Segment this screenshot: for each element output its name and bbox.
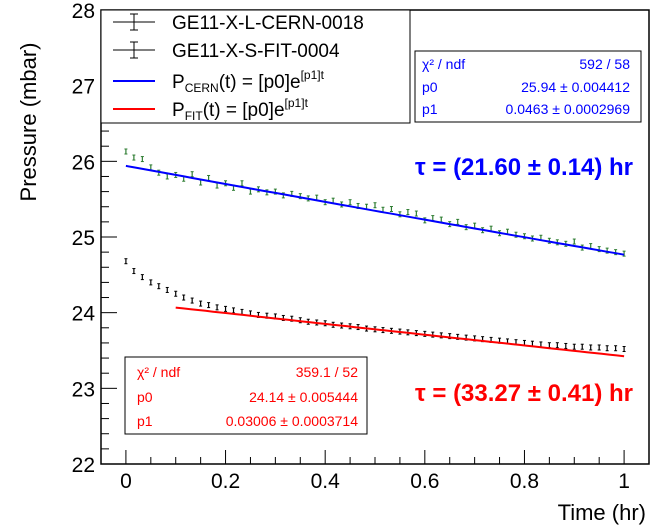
data-point (622, 250, 626, 257)
data-point (157, 283, 161, 290)
data-point (431, 215, 435, 222)
stats-cern-p0-value: 25.94 ± 0.004412 (521, 79, 630, 95)
legend-label-fit-fit: PFIT(t) = [p0]e[p1]t (172, 96, 309, 123)
fit-line-cern (125, 164, 625, 256)
axis-ticks: 0 0.2 0.4 0.6 0.8 1 22 23 24 25 26 27 28 (72, 0, 630, 493)
y-tick-label: 23 (72, 378, 95, 401)
y-tick-label: 26 (72, 151, 95, 174)
data-point (439, 216, 443, 223)
y-tick-label: 25 (72, 227, 95, 250)
data-point (456, 218, 460, 225)
data-point (190, 297, 194, 304)
stats-box-cern: χ² / ndf 592 / 58 p0 25.94 ± 0.004412 p1… (414, 50, 642, 123)
y-tick-label: 27 (72, 76, 95, 99)
data-point (589, 344, 593, 351)
data-point (149, 279, 153, 286)
data-point (622, 345, 626, 352)
data-point (207, 302, 211, 309)
legend-marker-cern (113, 13, 155, 31)
data-point (199, 300, 203, 307)
data-point (580, 343, 584, 350)
x-axis-title: Time (hr) (558, 500, 646, 525)
data-point (373, 202, 377, 209)
stats-fit-p0-label: p0 (137, 389, 153, 405)
data-point (132, 154, 136, 161)
data-point (149, 164, 153, 171)
data-point (572, 238, 576, 245)
y-tick-label: 28 (72, 0, 95, 23)
data-point (140, 274, 144, 281)
data-point (215, 304, 219, 311)
data-point (614, 345, 618, 352)
data-point (165, 286, 169, 293)
data-point (240, 308, 244, 315)
stats-box-fit: χ² / ndf 359.1 / 52 p0 24.14 ± 0.005444 … (124, 356, 368, 435)
stats-fit-p1-value: 0.03006 ± 0.0003714 (226, 413, 358, 429)
stats-fit-chi2-label: χ² / ndf (137, 364, 180, 380)
data-point (406, 209, 410, 216)
stats-cern-chi2-label: χ² / ndf (422, 56, 465, 72)
x-tick-label: 0.4 (311, 470, 341, 493)
data-point (564, 342, 568, 349)
stats-fit-p0-value: 24.14 ± 0.005444 (249, 389, 358, 405)
stats-cern-chi2-value: 592 / 58 (579, 56, 630, 72)
data-point (215, 182, 219, 189)
data-point (140, 156, 144, 163)
stats-fit-chi2-value: 359.1 / 52 (296, 364, 358, 380)
data-point (572, 343, 576, 350)
fit-line-fit (175, 306, 625, 358)
x-tick-label: 0.8 (510, 470, 539, 493)
x-tick-label: 0.6 (410, 470, 439, 493)
data-point (165, 173, 169, 180)
data-point (240, 180, 244, 187)
fit-layer (125, 164, 625, 358)
data-point (124, 258, 128, 265)
legend-box (100, 9, 411, 124)
legend-label-cern: GE11-X-L-CERN-0018 (172, 13, 364, 34)
legend: GE11-X-L-CERN-0018 GE11-X-S-FIT-0004 PCE… (100, 9, 411, 124)
data-point (248, 188, 252, 195)
data-point (597, 344, 601, 351)
legend-marker-fit (113, 41, 155, 59)
data-point (207, 174, 211, 181)
data-point (124, 148, 128, 155)
stats-fit-p1-label: p1 (137, 413, 153, 429)
data-point (182, 294, 186, 301)
data-point (174, 290, 178, 297)
y-tick-label: 24 (72, 303, 96, 326)
data-point (547, 342, 551, 349)
data-point (132, 268, 136, 275)
y-axis-title: Pressure (mbar) (16, 43, 41, 202)
legend-label-fit: GE11-X-S-FIT-0004 (172, 41, 340, 62)
stats-cern-p1-label: p1 (422, 101, 438, 117)
data-point (232, 307, 236, 314)
tau-label-fit: τ = (33.27 ± 0.41) hr (415, 380, 633, 407)
data-point (224, 305, 228, 312)
stats-cern-p0-label: p0 (422, 79, 438, 95)
legend-label-cern-fit: PCERN(t) = [p0]e[p1]t (172, 68, 325, 95)
stats-cern-p1-value: 0.0463 ± 0.0002969 (506, 101, 631, 117)
x-tick-label: 1 (618, 470, 630, 493)
data-point (190, 171, 194, 178)
x-tick-label: 0 (120, 470, 132, 493)
data-point (348, 199, 352, 206)
data-point (389, 206, 393, 213)
data-point (199, 179, 203, 186)
y-tick-label: 22 (72, 454, 95, 477)
data-point (605, 345, 609, 352)
data-point (414, 210, 418, 217)
data-point (555, 342, 559, 349)
tau-label-cern: τ = (21.60 ± 0.14) hr (415, 154, 633, 181)
x-tick-label: 0.2 (211, 470, 240, 493)
